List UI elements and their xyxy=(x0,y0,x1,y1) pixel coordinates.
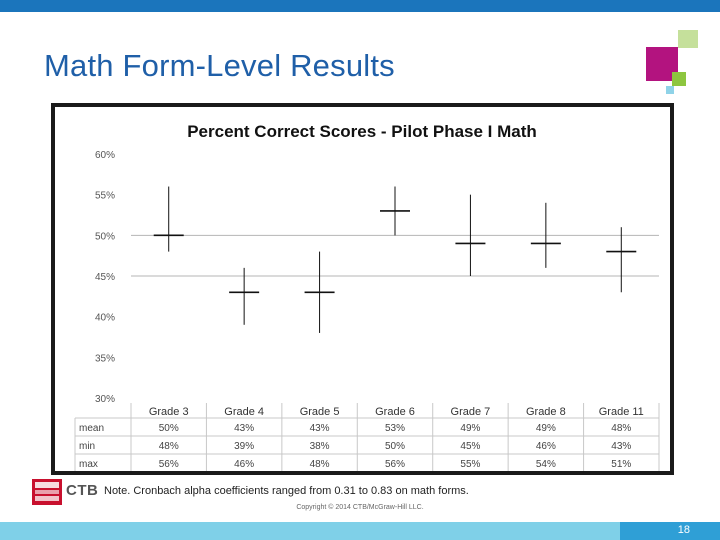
y-tick-label: 40% xyxy=(95,313,115,324)
table-cell: 46% xyxy=(536,441,556,452)
table-cell: 48% xyxy=(611,423,631,434)
table-category-label: Grade 11 xyxy=(599,406,644,418)
deco-square-green xyxy=(672,72,686,86)
table-cell: 49% xyxy=(460,423,480,434)
table-cell: 43% xyxy=(611,441,631,452)
table-row-label: min xyxy=(79,441,95,452)
chart-title: Percent Correct Scores - Pilot Phase I M… xyxy=(187,122,537,141)
table-cell: 50% xyxy=(159,423,179,434)
table-cell: 39% xyxy=(234,441,254,452)
table-cell: 56% xyxy=(385,459,405,470)
table-cell: 43% xyxy=(234,423,254,434)
bottom-bar xyxy=(0,522,720,540)
table-category-label: Grade 3 xyxy=(149,406,189,418)
footnote: Note. Cronbach alpha coefficients ranged… xyxy=(104,485,469,497)
bottom-bar-light xyxy=(0,522,620,540)
bottom-bar-dark xyxy=(620,522,720,540)
slide-title: Math Form-Level Results xyxy=(44,48,395,83)
mcgraw-hill-logo xyxy=(32,479,62,505)
table-category-label: Grade 5 xyxy=(300,406,340,418)
top-accent-bar xyxy=(0,0,720,12)
table-row-label: mean xyxy=(79,423,104,434)
y-tick-label: 55% xyxy=(95,191,115,202)
y-tick-label: 45% xyxy=(95,272,115,283)
table-cell: 50% xyxy=(385,441,405,452)
decorative-squares xyxy=(646,30,698,94)
table-cell: 55% xyxy=(460,459,480,470)
deco-square-light-green xyxy=(678,30,698,48)
y-tick-label: 35% xyxy=(95,353,115,364)
table-cell: 54% xyxy=(536,459,556,470)
y-tick-label: 30% xyxy=(95,394,115,405)
table-cell: 56% xyxy=(159,459,179,470)
table-cell: 48% xyxy=(159,441,179,452)
chart-frame: Percent Correct Scores - Pilot Phase I M… xyxy=(51,103,674,475)
page-number: 18 xyxy=(677,524,690,536)
chart-area: Percent Correct Scores - Pilot Phase I M… xyxy=(55,107,670,471)
table-category-label: Grade 4 xyxy=(224,406,264,418)
table-cell: 49% xyxy=(536,423,556,434)
y-tick-label: 50% xyxy=(95,231,115,242)
table-cell: 45% xyxy=(460,441,480,452)
table-category-label: Grade 8 xyxy=(526,406,566,418)
table-row-label: max xyxy=(79,459,98,470)
copyright: Copyright © 2014 CTB/McGraw-Hill LLC. xyxy=(296,504,424,511)
table-cell: 48% xyxy=(310,459,330,470)
table-cell: 51% xyxy=(611,459,631,470)
deco-square-cyan xyxy=(666,86,674,94)
table-category-label: Grade 7 xyxy=(451,406,491,418)
chart-svg: Percent Correct Scores - Pilot Phase I M… xyxy=(74,122,660,471)
table-cell: 43% xyxy=(310,423,330,434)
logo-text: CTB xyxy=(66,482,99,499)
table-cell: 46% xyxy=(234,459,254,470)
table-category-label: Grade 6 xyxy=(375,406,415,418)
y-tick-label: 60% xyxy=(95,150,115,161)
table-cell: 38% xyxy=(310,441,330,452)
table-cell: 53% xyxy=(385,423,405,434)
